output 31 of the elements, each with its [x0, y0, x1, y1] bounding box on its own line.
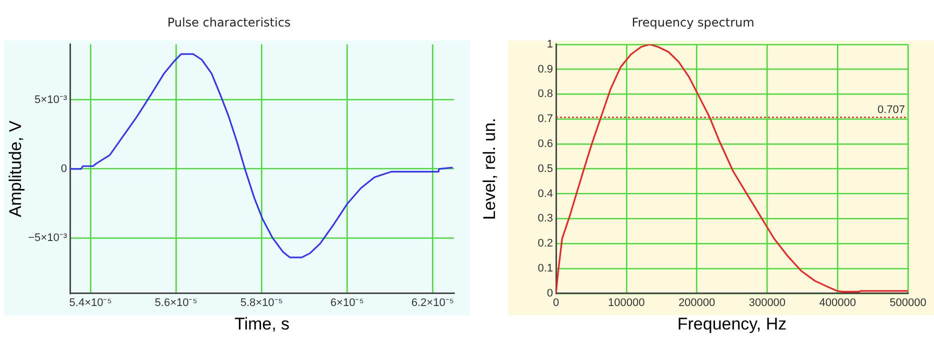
x-tick-label: 100000	[608, 297, 645, 310]
y-tick-label: 0.9	[538, 63, 553, 76]
y-tick-label: 0.1	[538, 262, 553, 275]
x-tick-label: 5.4×10⁻⁵	[69, 297, 112, 310]
x-axis-title: Frequency, Hz	[677, 314, 787, 334]
y-tick-label: 0.7	[538, 113, 553, 126]
y-tick-label: 0.5	[538, 162, 553, 175]
y-tick-label: 0.2	[538, 238, 553, 250]
x-tick-label: 6×10⁻⁵	[330, 297, 364, 310]
y-tick-label: −5×10⁻³	[28, 232, 68, 244]
x-tick-label: 5.6×10⁻⁵	[154, 297, 198, 310]
x-tick-label: 400000	[819, 297, 856, 310]
x-tick-label: 5.8×10⁻⁵	[240, 297, 283, 310]
x-tick-label: 300000	[748, 297, 786, 310]
y-tick-label: 0	[60, 162, 67, 175]
chart-title: Pulse characteristics	[167, 15, 291, 30]
y-tick-label: 1	[546, 38, 553, 50]
y-axis-title: Level, rel. un.	[480, 118, 499, 220]
y-tick-label: 0.8	[538, 88, 553, 100]
x-tick-label: 200000	[678, 297, 716, 310]
y-axis-title: Amplitude, V	[6, 120, 25, 218]
ref-line-label: 0.707	[877, 104, 905, 116]
chart-title: Frequency spectrum	[632, 15, 754, 30]
y-tick-label: 0	[546, 287, 553, 300]
y-tick-label: 5×10⁻³	[34, 94, 68, 106]
y-tick-label: 0.4	[538, 188, 553, 200]
x-tick-label: 500000	[890, 297, 926, 310]
x-axis-title: Time, s	[234, 314, 290, 334]
y-tick-label: 0.6	[538, 138, 553, 150]
y-tick-label: 0.3	[538, 212, 553, 225]
x-tick-label: 6.2×10⁻⁵	[411, 297, 454, 310]
